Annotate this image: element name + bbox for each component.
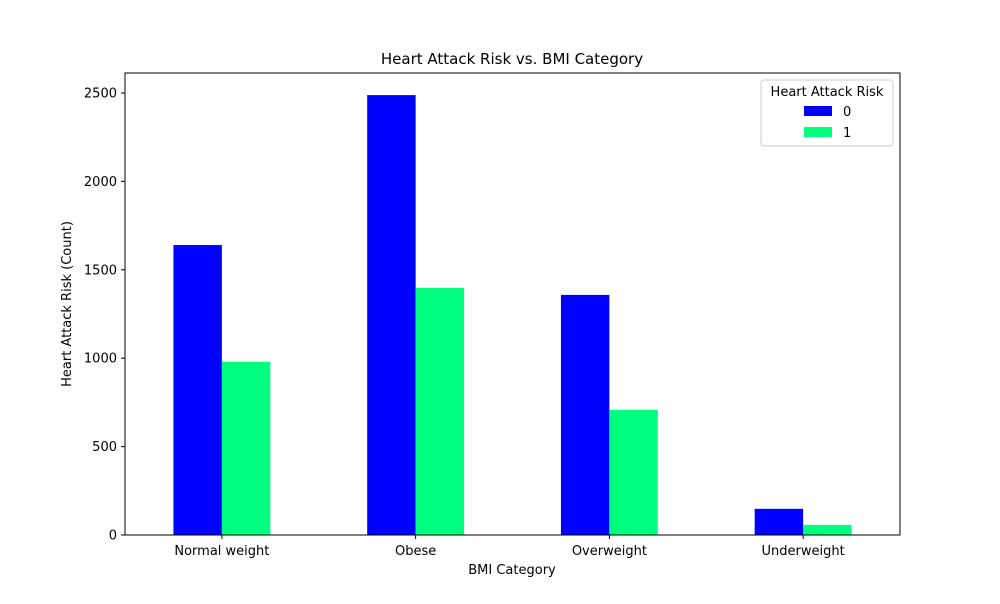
bar-overweight-series-0 (560, 294, 610, 535)
x-tick-label: Normal weight (174, 544, 269, 559)
legend-swatch-0 (804, 106, 832, 116)
y-tick-label: 500 (92, 440, 117, 455)
legend-label-0: 0 (843, 105, 851, 120)
y-tick-label: 1000 (84, 352, 117, 367)
legend: Heart Attack Risk 0 1 (760, 79, 894, 147)
bars-group (173, 95, 852, 536)
x-tick-label: Overweight (572, 544, 647, 559)
y-tick-label: 2000 (84, 175, 117, 190)
axes-group: 0 500 1000 1500 2000 2500 Normal weight Obese Ov… (84, 72, 901, 559)
y-tick-label: 2500 (84, 86, 117, 101)
plot-frame (124, 72, 901, 536)
x-axis-label: BMI Category (468, 563, 556, 578)
legend-swatch-1 (804, 127, 832, 137)
y-axis-label: Heart Attack Risk (Count) (60, 221, 75, 387)
y-tick-label: 0 (109, 529, 117, 544)
bar-normal-weight-series-1 (221, 361, 271, 535)
chart-title: Heart Attack Risk vs. BMI Category (381, 50, 643, 68)
bar-obese-series-1 (415, 287, 465, 535)
legend-label-1: 1 (843, 126, 851, 141)
bar-underweight-series-1 (803, 524, 852, 535)
bar-overweight-series-1 (609, 409, 658, 535)
bar-underweight-series-0 (754, 508, 804, 535)
bar-normal-weight-series-0 (173, 245, 222, 536)
legend-title: Heart Attack Risk (771, 85, 884, 100)
y-tick-label: 1500 (84, 263, 117, 278)
x-tick-label: Obese (395, 544, 436, 559)
x-tick-label: Underweight (762, 544, 845, 559)
bar-obese-series-0 (367, 95, 416, 535)
